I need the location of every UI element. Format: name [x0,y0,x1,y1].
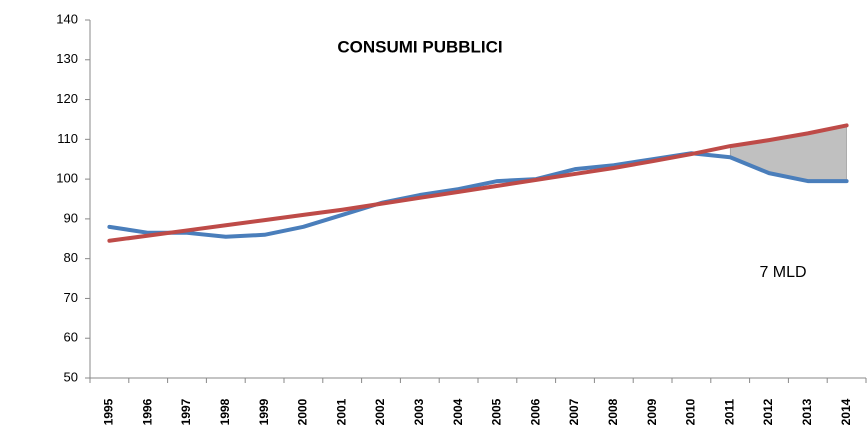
x-tick-label: 2014 [839,398,853,425]
chart-title: CONSUMI PUBBLICI [337,37,502,56]
x-tick-label: 1999 [257,398,271,425]
x-tick-label: 2010 [684,398,698,425]
x-tick-label: 2006 [528,398,542,425]
x-tick-label: 1998 [218,398,232,425]
y-tick-label: 110 [57,131,78,146]
x-tick-label: 2001 [334,398,348,425]
series-line [107,123,849,243]
x-tick-label: 1997 [179,398,193,425]
x-tick-label: 2004 [451,398,465,425]
x-tick-label: 2011 [722,399,736,425]
gap-area [729,125,847,182]
x-tick-label: 1995 [102,398,116,425]
x-tick-label: 2012 [761,398,775,425]
y-tick-label: 100 [56,171,78,186]
y-tick-label: 50 [64,369,78,384]
series-line [107,151,849,239]
x-tick-label: 2000 [296,398,310,425]
y-tick-label: 70 [64,290,78,305]
y-tick-label: 80 [64,250,78,265]
x-tick-label: 2013 [800,398,814,425]
x-tick-label: 1996 [140,398,154,425]
x-tick-label: 2005 [490,398,504,425]
x-tick-label: 2009 [645,398,659,425]
y-tick-label: 60 [64,330,78,345]
annotation: 7 MLD [759,264,806,281]
y-tick-label: 130 [56,51,78,66]
x-tick-label: 2002 [373,398,387,425]
x-tick-label: 2007 [567,398,581,425]
x-tick-label: 2008 [606,398,620,425]
y-tick-label: 90 [64,210,78,225]
y-tick-label: 120 [56,91,78,106]
x-tick-label: 2003 [412,398,426,425]
y-tick-label: 140 [56,11,78,26]
